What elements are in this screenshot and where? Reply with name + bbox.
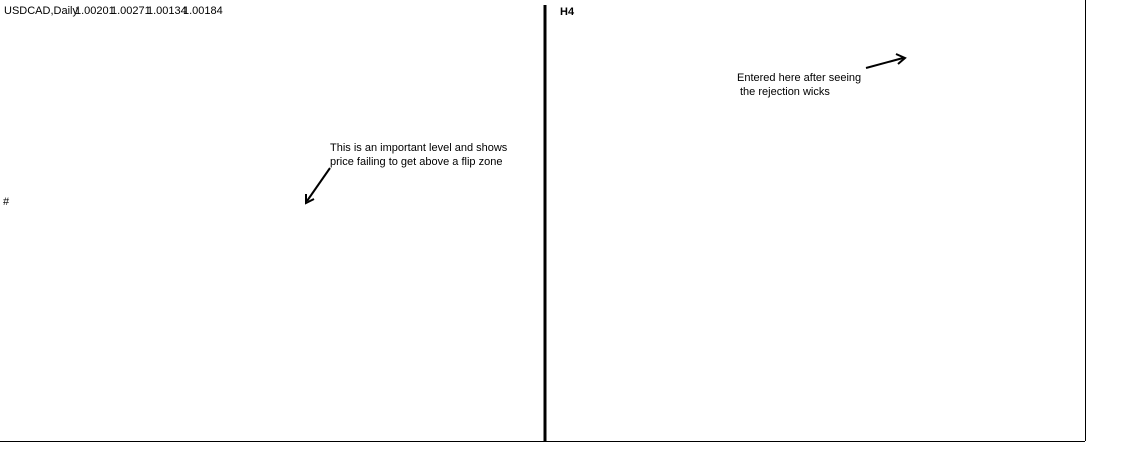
quote: 1.00184 — [183, 5, 223, 17]
annotation: This is an important level and shows — [330, 142, 508, 154]
marker: # — [3, 196, 10, 208]
labels: USDCAD,Daily 1.00201 1.00271 1.00134 1.0… — [3, 5, 861, 208]
panel-label: H4 — [560, 6, 575, 18]
quote: 1.00201 — [75, 5, 115, 17]
annotation: Entered here after seeing — [737, 72, 861, 84]
arrow-head — [305, 194, 315, 205]
arrow — [306, 167, 331, 202]
quote: 1.00271 — [111, 5, 151, 17]
symbol: USDCAD,Daily — [4, 5, 78, 17]
annotation: price failing to get above a flip zone — [330, 156, 502, 168]
quote: 1.00134 — [147, 5, 187, 17]
annotation: the rejection wicks — [740, 86, 830, 98]
arrow — [865, 57, 904, 69]
arrow-head — [895, 53, 907, 65]
